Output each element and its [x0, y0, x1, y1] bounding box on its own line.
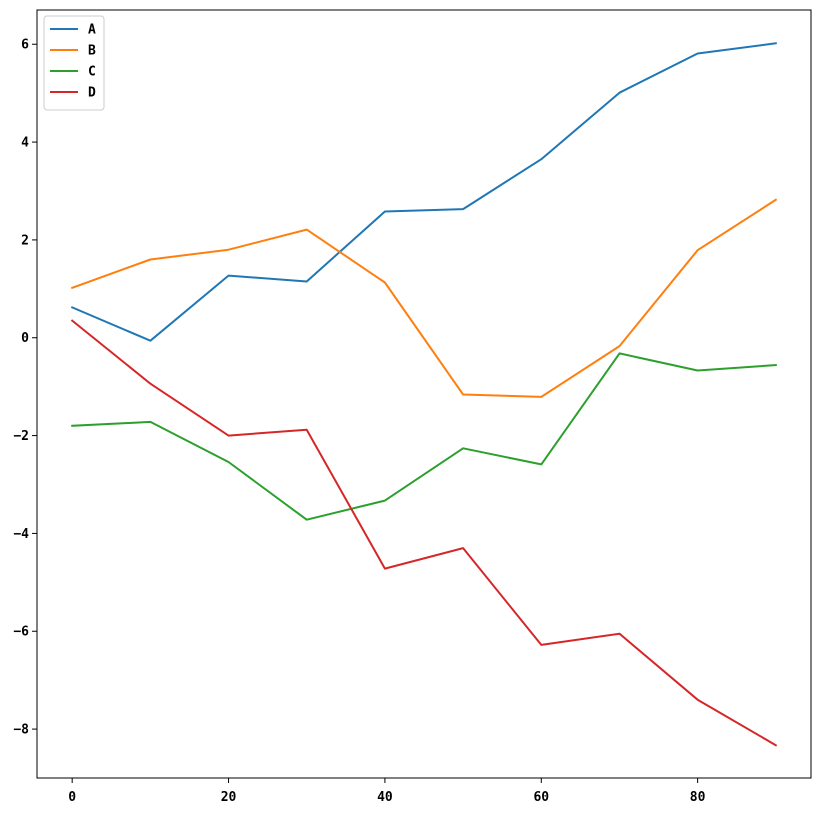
legend-label-b: B: [88, 44, 96, 59]
series-line-b: [70, 198, 778, 398]
y-tick-label: −8: [13, 723, 29, 738]
x-tick-label: 60: [533, 790, 549, 805]
legend-label-c: C: [88, 65, 96, 80]
series-line-c: [71, 352, 777, 521]
x-tick-label: 80: [690, 790, 706, 805]
y-tick-label: −4: [13, 527, 29, 542]
x-tick-label: 0: [68, 790, 76, 805]
x-tick-label: 40: [377, 790, 393, 805]
y-tick-label: −6: [13, 625, 29, 640]
y-tick-label: −2: [13, 429, 29, 444]
series-line-a: [70, 42, 777, 342]
x-tick-label: 20: [221, 790, 237, 805]
legend-label-a: A: [88, 23, 96, 38]
series-line-d: [70, 319, 778, 747]
y-axis: 6 4 2 0 −2 −4 −6 −8: [13, 38, 37, 738]
y-tick-label: 0: [21, 331, 29, 346]
y-tick-label: 2: [21, 233, 29, 248]
y-tick-label: 6: [21, 38, 29, 53]
legend-box: [43, 15, 105, 111]
plot-frame: [36, 9, 812, 779]
y-tick-label: 4: [21, 136, 29, 151]
series-layer: [70, 42, 778, 747]
x-axis: 0 20 40 60 80: [68, 778, 706, 805]
legend-label-d: D: [88, 86, 96, 101]
